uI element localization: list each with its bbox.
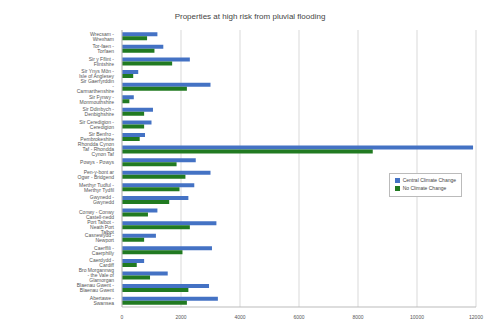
svg-text:Bro Morgannwg- the Vale ofGlam: Bro Morgannwg- the Vale ofGlamorgan bbox=[79, 267, 115, 283]
svg-text:0: 0 bbox=[121, 314, 124, 320]
svg-text:Sir Fynwy -Monmouthshire: Sir Fynwy -Monmouthshire bbox=[80, 94, 115, 105]
svg-text:Caerffili -Caerphilly: Caerffili -Caerphilly bbox=[92, 245, 115, 256]
svg-text:Gwynedd -Gwynedd: Gwynedd -Gwynedd bbox=[90, 194, 115, 205]
svg-text:2000: 2000 bbox=[175, 314, 186, 320]
svg-text:8000: 8000 bbox=[352, 314, 363, 320]
svg-text:Tor-faen -Torfaen: Tor-faen -Torfaen bbox=[93, 43, 115, 54]
svg-text:Abertawe -Swansea: Abertawe -Swansea bbox=[90, 295, 115, 306]
svg-text:12000: 12000 bbox=[469, 314, 483, 320]
svg-text:Casnewydd -Newport: Casnewydd -Newport bbox=[85, 232, 115, 243]
svg-text:10000: 10000 bbox=[410, 314, 424, 320]
svg-text:Wrecsam -Wrexham: Wrecsam -Wrexham bbox=[90, 31, 114, 42]
svg-text:Blaenau Gwent -Blaenau Gwent: Blaenau Gwent -Blaenau Gwent bbox=[77, 282, 115, 293]
svg-text:Pen-y-bont arOgwr - Bridgend: Pen-y-bont arOgwr - Bridgend bbox=[78, 169, 115, 180]
svg-text:Sir Ceredigion -Ceredigion: Sir Ceredigion -Ceredigion bbox=[79, 119, 114, 130]
svg-text:Sir Gaerfyrddin-Carmarthenshir: Sir Gaerfyrddin-Carmarthenshire bbox=[77, 78, 115, 94]
svg-text:6000: 6000 bbox=[293, 314, 304, 320]
svg-text:Merthyr Tudful -Merthyr Tydfil: Merthyr Tudful -Merthyr Tydfil bbox=[79, 182, 114, 193]
svg-text:Rhondda CynonTaf - RhonddaCyno: Rhondda CynonTaf - RhonddaCynon Taf bbox=[78, 141, 115, 157]
svg-text:4000: 4000 bbox=[234, 314, 245, 320]
svg-text:Sir y Fflint -Flintshire: Sir y Fflint -Flintshire bbox=[89, 56, 115, 67]
svg-text:Powys - Powys: Powys - Powys bbox=[80, 159, 114, 165]
svg-text:Sir Ddinbych -Denbighshire: Sir Ddinbych -Denbighshire bbox=[83, 106, 115, 117]
